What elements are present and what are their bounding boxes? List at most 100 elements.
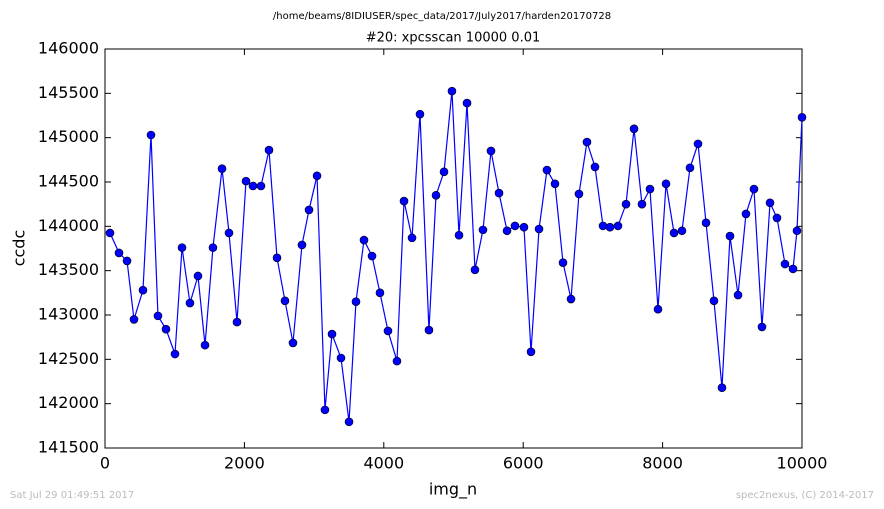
data-point [534,224,544,234]
data-point [550,179,560,189]
data-point [248,181,258,191]
chart-title: #20: xpcsscan 10000 0.01 [366,31,541,46]
y-tick-label: 145500 [38,83,99,102]
y-tick-label: 141500 [38,438,99,457]
data-point [161,324,171,334]
data-point [431,191,441,200]
data-point [669,228,679,238]
plot-frame [104,48,803,449]
data-point [114,248,124,258]
data-point [582,137,592,147]
data-point [772,213,782,223]
data-point [693,139,703,149]
data-point [590,162,600,172]
data-point [605,222,615,232]
data-point [621,199,631,209]
data-point [327,329,337,339]
data-point [558,258,568,267]
data-point [122,256,132,266]
data-point [486,146,496,156]
data-point [185,298,195,308]
data-point [170,349,180,359]
data-point [661,179,671,189]
data-point [526,347,536,357]
data-point [375,288,385,298]
data-point [749,184,759,194]
data-point [304,205,314,215]
data-point [629,124,639,134]
data-point [288,338,298,348]
data-point [685,163,695,173]
data-point [470,265,480,275]
data-point [677,226,687,236]
data-point [256,181,266,191]
x-axis-label: img_n [429,480,477,500]
x-tick-label: 0 [100,454,110,473]
data-point [566,294,576,304]
data-point [717,383,727,393]
data-point [232,317,242,327]
data-point [280,296,290,306]
data-point [519,222,529,232]
y-tick-label: 143500 [38,260,99,279]
data-point [153,311,163,321]
data-point [792,226,802,236]
data-point [757,322,767,332]
y-axis-label: ccdc [10,230,29,267]
data-point [574,189,584,199]
data-point [653,304,663,314]
data-point [454,230,464,240]
data-point [193,271,203,281]
y-tick-label: 145000 [38,127,99,146]
data-point [502,226,512,236]
data-point [320,405,330,415]
data-point [407,233,417,243]
data-point [741,209,751,219]
data-point [241,176,251,186]
data-point [733,290,743,300]
data-point [367,251,377,261]
y-tick-label: 143000 [38,305,99,324]
data-point [598,221,608,231]
data-point [297,240,307,250]
y-tick-label: 142000 [38,393,99,412]
data-point [224,228,234,238]
data-point [494,188,504,198]
footer-credit: spec2nexus, (C) 2014-2017 [736,490,874,501]
data-point [637,199,647,209]
data-point [272,253,282,263]
data-point [613,221,623,231]
y-tick-label: 146000 [38,39,99,58]
footer-timestamp: Sat Jul 29 01:49:51 2017 [10,490,134,501]
data-point [510,221,520,231]
data-point [399,196,409,206]
data-point [129,315,139,324]
data-point [177,243,187,252]
data-point [359,235,369,245]
data-point [351,297,361,307]
data-point [264,145,274,155]
data-point [709,296,719,306]
data-point [200,340,210,350]
data-point [780,259,790,269]
data-point [542,165,552,175]
data-point [478,225,488,235]
data-point [392,356,402,366]
data-point [439,167,449,177]
data-point [725,231,735,241]
x-tick-label: 6000 [503,454,544,473]
data-point [788,264,798,274]
chart-suptitle: /home/beams/8IDIUSER/spec_data/2017/July… [273,11,611,22]
y-tick-label: 144000 [38,216,99,235]
y-tick-label: 144500 [38,172,99,191]
x-tick-label: 4000 [363,454,404,473]
data-point [208,243,218,252]
data-point [447,86,457,96]
x-tick-label: 2000 [224,454,265,473]
data-point [336,353,346,363]
data-point [146,130,156,140]
data-point [138,285,148,295]
data-point [424,325,434,335]
data-point [462,98,472,108]
